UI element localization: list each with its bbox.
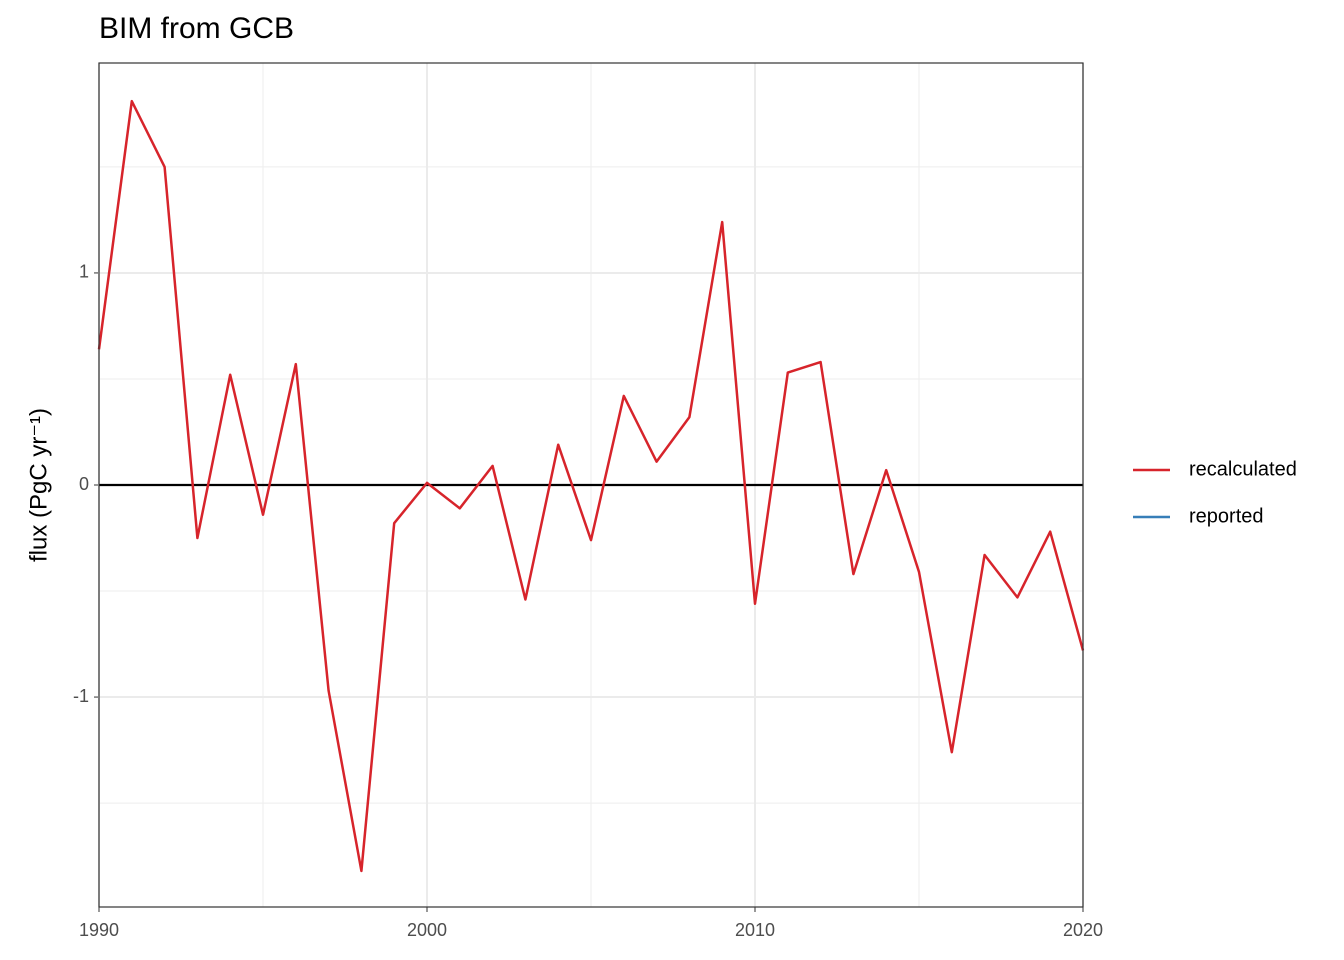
y-tick-label: 0 — [79, 474, 89, 494]
x-tick-label: 2010 — [735, 920, 775, 940]
y-tick-label: 1 — [79, 262, 89, 282]
legend-label: reported — [1189, 505, 1264, 527]
y-axis-label: flux (PgC yr⁻¹) — [25, 408, 52, 562]
x-tick-label: 2020 — [1063, 920, 1103, 940]
x-tick-label: 1990 — [79, 920, 119, 940]
legend-label: recalculated — [1189, 458, 1297, 480]
x-tick-label: 2000 — [407, 920, 447, 940]
series-line — [97, 99, 1085, 873]
chart-title: BIM from GCB — [99, 12, 294, 45]
y-tick-label: -1 — [73, 686, 89, 706]
plot-border — [98, 62, 1084, 908]
